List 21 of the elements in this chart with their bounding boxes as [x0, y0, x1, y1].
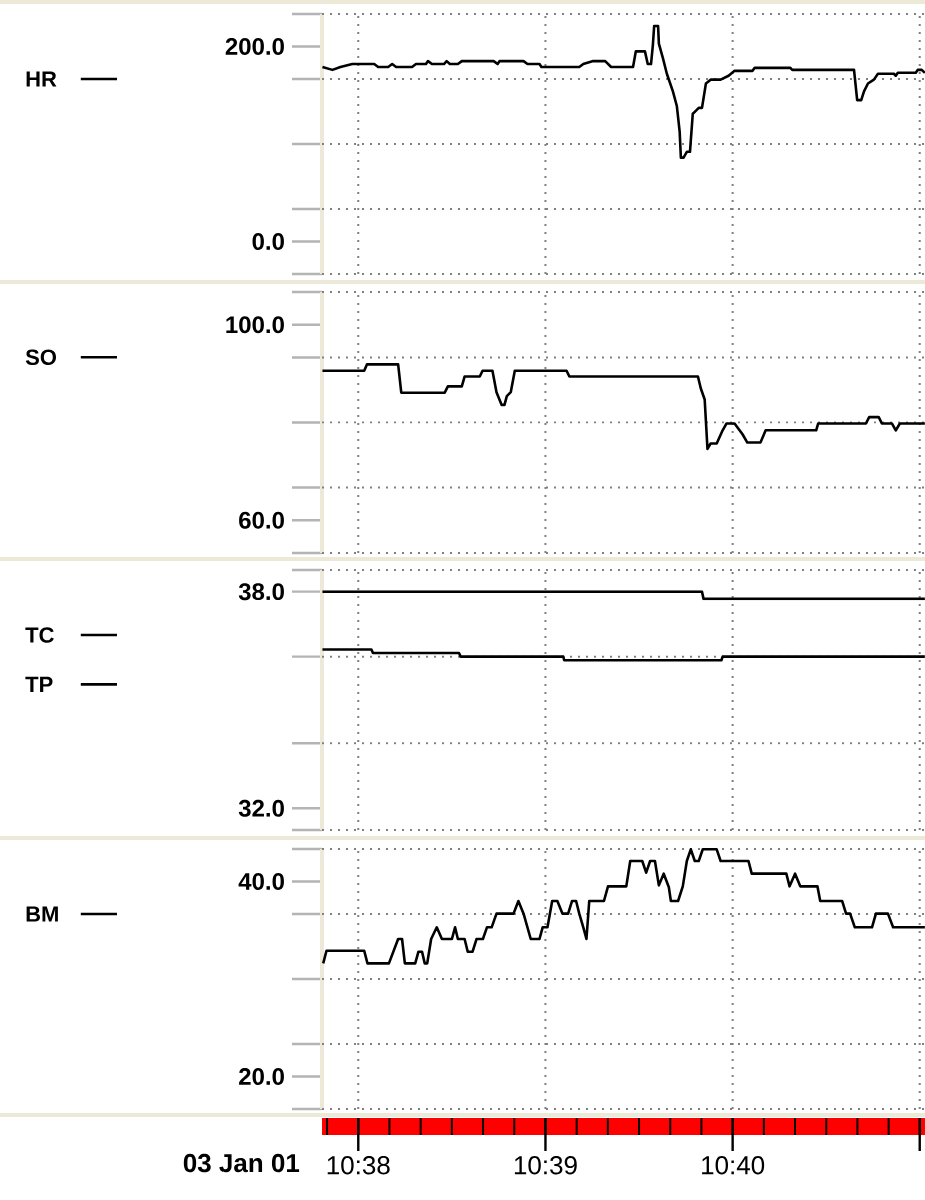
line-series — [321, 24, 925, 159]
legend-label: BM — [26, 906, 58, 922]
legend-label: SO — [25, 349, 57, 366]
y-tick-label: 20.0 — [239, 1068, 284, 1085]
line-series — [321, 648, 925, 662]
y-tick-label: 40.0 — [238, 872, 284, 890]
legend-label: HR — [26, 71, 57, 87]
x-tick-label: 10:39 — [514, 1156, 577, 1175]
y-tick-label: 38.0 — [238, 583, 284, 601]
y-tick-label: 60.0 — [239, 511, 284, 529]
x-tick-label: 10:38 — [327, 1156, 390, 1175]
x-tick-label: 10:40 — [702, 1156, 765, 1175]
x-axis-title: 03 Jan 01 — [183, 1153, 300, 1173]
line-series — [321, 847, 925, 965]
line-series — [321, 363, 925, 451]
legend-label: TC — [25, 627, 54, 643]
y-tick-label: 200.0 — [225, 37, 284, 55]
y-tick-label: 0.0 — [252, 233, 284, 250]
legend-label: TP — [25, 676, 53, 692]
y-tick-label: 32.0 — [238, 799, 284, 817]
y-tick-label: 100.0 — [226, 316, 284, 334]
